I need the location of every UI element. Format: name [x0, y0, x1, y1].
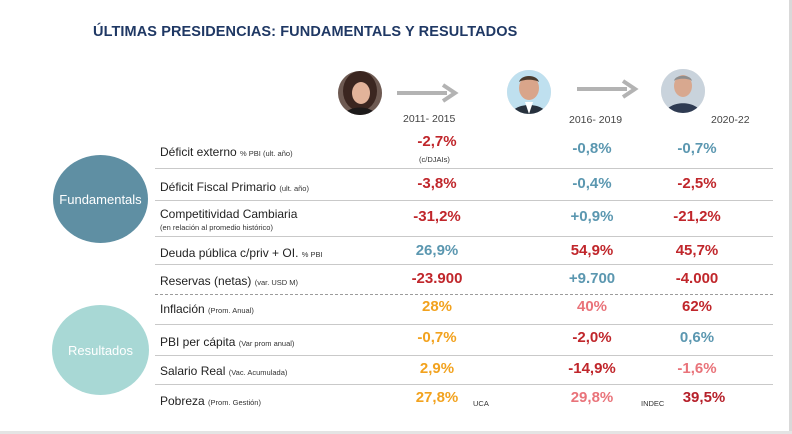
value-2011-2015: 26,9% — [415, 242, 459, 259]
arrow-right-icon — [397, 83, 459, 103]
value-2011-2015: -31,2% — [413, 208, 461, 225]
row-unit-text: (Var prom anual) — [238, 339, 295, 348]
row-label-inflacion: Inflación (Prom. Anual) — [160, 302, 254, 316]
row-label-competitividad-cambiaria: Competitividad Cambiaria — [160, 207, 297, 221]
value-2011-2015: 2,9% — [419, 360, 455, 377]
group-divider — [155, 294, 773, 295]
period-label-2011-2015: 2011- 2015 — [403, 113, 456, 125]
period-label-2016-2019: 2016- 2019 — [569, 114, 623, 126]
value-2020-22: -21,2% — [673, 208, 721, 225]
row-label-text: Deuda pública c/priv + OI. — [160, 246, 299, 260]
row-label-text: Déficit externo — [160, 145, 237, 159]
row-label-deficit-externo: Déficit externo % PBI (ult. año) — [160, 145, 293, 159]
row-divider — [155, 324, 773, 325]
row-divider — [155, 200, 773, 201]
value-2011-2015: -2,7% — [417, 133, 457, 150]
value-2016-2019: +0,9% — [570, 208, 614, 225]
president-photo-2011-2015 — [338, 71, 382, 115]
value-2011-2015: -23.900 — [411, 270, 463, 287]
value-2016-2019: 40% — [576, 298, 608, 315]
frame-border-bottom — [0, 431, 792, 434]
row-label-deficit-fiscal-primario: Déficit Fiscal Primario (ult. año) — [160, 180, 309, 194]
row-unit-text: % PBI — [301, 250, 323, 259]
row-label-text: Competitividad Cambiaria — [160, 207, 298, 221]
row-label-text: Pobreza — [160, 394, 205, 408]
row-label-deuda-publica: Deuda pública c/priv + OI. % PBI — [160, 246, 323, 260]
row-unit-text: (en relación al promedio histórico) — [160, 223, 273, 232]
row-label-text: PBI per cápita — [160, 335, 236, 349]
row-label-text: Déficit Fiscal Primario — [160, 180, 277, 194]
row-unit-text: % PBI (ult. año) — [240, 149, 293, 158]
slide-title: ÚLTIMAS PRESIDENCIAS: FUNDAMENTALS Y RES… — [93, 24, 518, 40]
row-divider — [155, 236, 773, 237]
value-2020-22: -4.000 — [675, 270, 719, 287]
fundamentals-group-circle: Fundamentals — [53, 155, 148, 243]
value-2020-22: -2,5% — [677, 175, 717, 192]
row-unit-text: (Prom. Gestión) — [208, 398, 261, 407]
value-2016-2019: -2,0% — [572, 329, 612, 346]
row-divider — [155, 384, 773, 385]
row-divider — [155, 264, 773, 265]
row-label-text: Salario Real — [160, 364, 226, 378]
row-label-text: Reservas (netas) — [160, 274, 252, 288]
value-2011-2015: -3,8% — [417, 175, 457, 192]
frame-border-right — [789, 0, 792, 434]
value-2016-2019: 29,8% — [570, 389, 614, 406]
value-note: (c/DJAIs) — [419, 155, 450, 164]
value-2016-2019: -0,8% — [572, 140, 612, 157]
value-2020-22: 62% — [681, 298, 713, 315]
value-2011-2015: -0,7% — [417, 329, 457, 346]
row-label-text: Inflación — [160, 302, 205, 316]
value-2011-2015: 28% — [421, 298, 453, 315]
source-note-uca: UCA — [473, 399, 489, 408]
row-label-pbi-per-capita: PBI per cápita (Var prom anual) — [160, 335, 294, 349]
value-2016-2019: -14,9% — [568, 360, 616, 377]
value-2016-2019: 54,9% — [570, 242, 614, 259]
row-divider — [155, 168, 773, 169]
row-unit-text: (Vac. Acumulada) — [228, 368, 288, 377]
period-label-2020-22: 2020-22 — [711, 114, 750, 126]
value-2020-22: -1,6% — [677, 360, 717, 377]
value-2020-22: 45,7% — [675, 242, 719, 259]
value-2020-22: -0,7% — [677, 140, 717, 157]
president-photo-2016-2019 — [507, 70, 551, 114]
row-label-reservas: Reservas (netas) (var. USD M) — [160, 274, 298, 288]
value-2011-2015: 27,8% — [415, 389, 459, 406]
row-label-pobreza: Pobreza (Prom. Gestión) — [160, 394, 261, 408]
value-2020-22: 39,5% — [682, 389, 726, 406]
arrow-right-icon — [577, 79, 639, 99]
row-divider — [155, 355, 773, 356]
source-note-indec: INDEC — [641, 399, 665, 408]
row-unit-text: (Prom. Anual) — [208, 306, 254, 315]
value-2016-2019: +9.700 — [568, 270, 616, 287]
fundamentals-group-label: Fundamentals — [59, 191, 142, 207]
row-unit-text: (ult. año) — [279, 184, 309, 193]
value-2020-22: 0,6% — [679, 329, 715, 346]
president-photo-2020-22 — [661, 69, 705, 113]
resultados-group-label: Resultados — [67, 342, 134, 358]
row-unit-text: (var. USD M) — [254, 278, 299, 287]
resultados-group-circle: Resultados — [52, 305, 149, 395]
value-2016-2019: -0,4% — [572, 175, 612, 192]
row-label-salario-real: Salario Real (Vac. Acumulada) — [160, 364, 287, 378]
